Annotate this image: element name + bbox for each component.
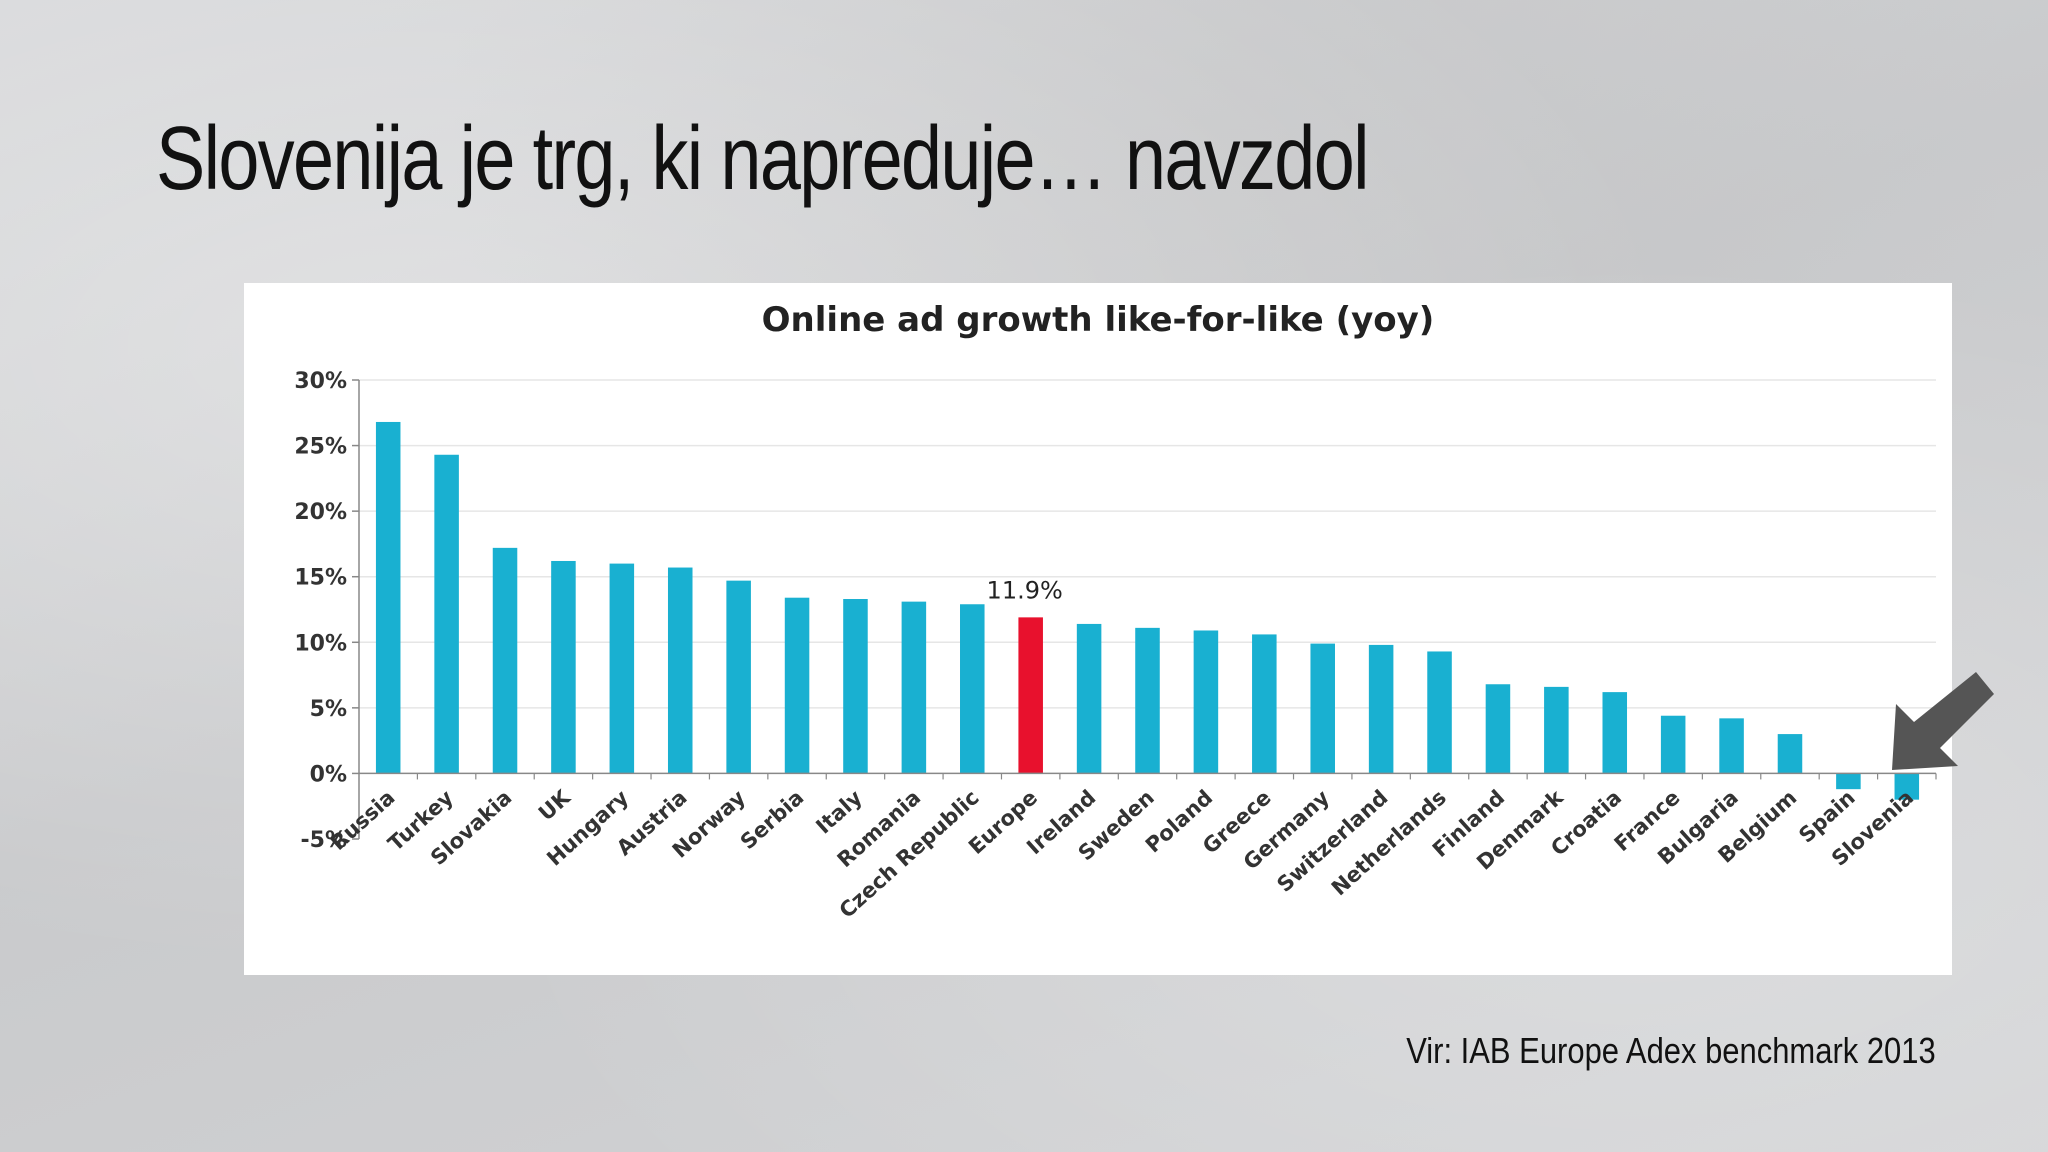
source-citation: Vir: IAB Europe Adex benchmark 2013 [1406,1030,1936,1071]
bar-italy [843,599,868,774]
bar-spain [1836,773,1861,790]
bar-denmark [1544,686,1569,774]
x-tick-label: UK [534,785,575,826]
bar-hungary [609,563,635,774]
bar-turkey [434,454,459,774]
labels: 30%25%20%15%10%5%0%-5%RussiaTurkeySlovak… [294,369,1918,923]
bar-russia [375,421,401,774]
down-left-arrow-icon [1892,672,1994,770]
bars [375,421,1920,800]
bar-sweden [1135,627,1160,774]
bar-europe [1018,617,1043,774]
bar-switzerland [1368,644,1394,774]
data-label: 11.9% [987,576,1063,604]
y-tick-label: 20% [294,500,347,525]
bar-norway [726,580,751,774]
y-tick-label: 10% [294,631,347,656]
bar-uk [551,560,576,774]
bar-bulgaria [1719,718,1744,774]
x-tick-label: Serbia [736,785,809,854]
bar-france [1660,715,1686,774]
y-tick-label: -5% [301,828,347,853]
bar-ireland [1076,623,1102,774]
bar-romania [901,601,927,774]
bar-czech-republic [960,604,985,774]
bar-chart: Online ad growth like-for-like (yoy) 30%… [294,300,1937,923]
bar-austria [667,567,693,774]
bar-belgium [1777,734,1803,774]
y-tick-label: 5% [310,697,347,722]
bar-netherlands [1427,651,1452,774]
bar-slovakia [492,547,518,774]
bar-finland [1485,684,1511,774]
chart-panel: Online ad growth like-for-like (yoy) 30%… [244,283,1952,975]
bar-serbia [784,597,810,774]
bar-greece [1252,634,1277,774]
bar-croatia [1602,692,1628,774]
slide-title: Slovenija je trg, ki napreduje… navzdol [156,109,1370,209]
bar-germany [1310,643,1335,774]
y-tick-label: 30% [294,369,347,394]
chart-title: Online ad growth like-for-like (yoy) [762,300,1435,340]
bar-slovenia [1894,773,1920,800]
y-tick-label: 0% [310,762,347,787]
bar-poland [1193,630,1219,774]
axes [352,379,1937,840]
y-tick-label: 15% [294,566,347,591]
y-tick-label: 25% [294,435,347,460]
